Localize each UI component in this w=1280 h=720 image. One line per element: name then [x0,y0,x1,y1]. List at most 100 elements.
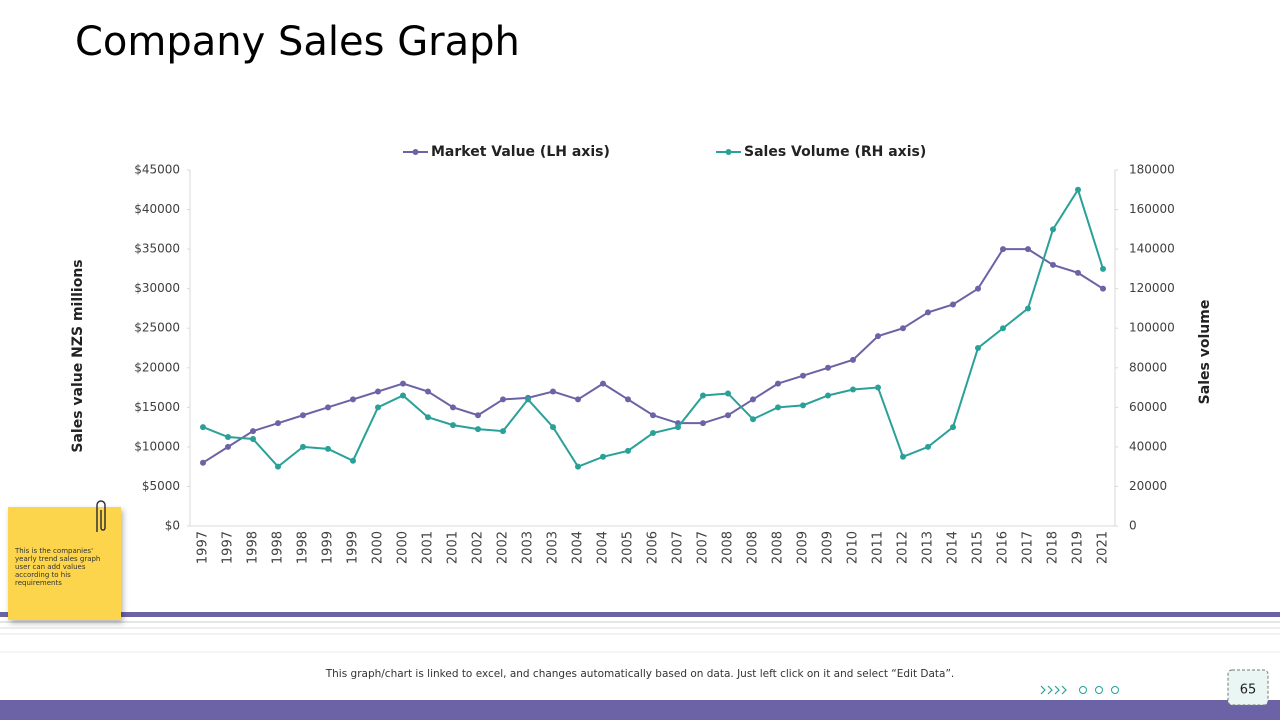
data-point [575,396,581,403]
data-point [725,412,731,419]
y-tick-label: $15000 [134,400,180,414]
data-point [1050,261,1056,268]
y2-tick-label: 140000 [1129,242,1175,256]
y-tick-label: $45000 [134,163,180,177]
x-tick-label: 1999 [346,531,361,564]
dot [1079,686,1087,694]
x-tick-label: 2004 [596,531,611,564]
y2-tick-label: 180000 [1129,163,1175,177]
x-tick-label: 2007 [671,531,686,564]
sticky-note [8,507,121,620]
data-point [225,434,231,440]
x-tick-label: 2011 [871,531,886,564]
data-point [400,380,406,387]
note-box: This is the companies' yearly trend sale… [15,547,100,587]
data-point [600,380,606,387]
x-tick-label: 2013 [921,531,936,564]
data-point [950,301,956,308]
y2-tick-label: 0 [1129,519,1137,533]
chevrons [1040,685,1067,695]
data-point [250,428,256,435]
data-point [1000,325,1006,332]
x-tick-label: 2010 [846,531,861,564]
data-point [475,426,481,433]
data-point [700,392,706,399]
y2-tick-label: 40000 [1129,439,1167,453]
y-tick-label: $25000 [134,321,180,335]
data-point [1050,226,1056,233]
slide-title: Company Sales Graph [75,19,520,65]
x-tick-label: 1997 [196,531,211,564]
data-point [650,412,656,419]
data-point [275,420,281,427]
data-point [900,453,906,460]
x-tick-label: 2004 [571,531,586,564]
x-tick-label: 2017 [1021,531,1036,564]
data-point [1075,269,1081,276]
data-point [725,390,731,397]
dot [1111,686,1119,694]
x-tick-label: 1999 [321,531,336,564]
data-point [775,404,781,411]
data-point [400,392,406,399]
y-axis-label: Sales value NZS millions [70,259,86,452]
paper-clip [96,500,106,532]
x-tick-label: 2018 [1046,531,1061,564]
x-tick-label: 2007 [696,531,711,564]
data-point [500,396,506,403]
series-line [202,187,1104,469]
y-tick-label: $35000 [134,242,180,256]
data-point [975,285,981,292]
data-point [675,424,681,431]
x-tick-label: 2021 [1096,531,1111,564]
x-tick-label: 2002 [471,531,486,564]
data-point [300,412,306,419]
footer-text: This graph/chart is linked to excel, and… [325,668,955,680]
x-tick-label: 2002 [496,531,511,564]
y-tick-label: $20000 [134,360,180,374]
page-number-box [1227,669,1269,706]
data-point [825,364,831,371]
y-tick-label: $0 [165,519,180,533]
y2-tick-label: 160000 [1129,202,1175,216]
x-tick-label: 2012 [896,531,911,564]
y-tick-label: $40000 [134,202,180,216]
data-point [1025,305,1031,312]
data-point [500,428,506,435]
data-point [900,325,906,332]
data-point [975,345,981,351]
data-point [300,443,306,450]
x-tick-label: 2006 [646,531,661,564]
data-point [800,402,806,409]
x-tick-label: 2005 [621,531,636,564]
data-point [1075,186,1081,193]
data-point [625,447,631,454]
data-point [825,392,831,399]
data-point [325,445,331,452]
data-point [200,424,206,431]
data-point [450,422,456,429]
data-point [225,443,231,450]
x-tick-label: 1998 [246,531,261,564]
data-point [350,457,356,464]
divider [0,612,1280,617]
x-tick-label: 2001 [446,531,461,564]
data-point [950,424,956,431]
x-tick-label: 2015 [971,531,986,564]
dot [1095,686,1103,694]
x-tick-label: 2003 [521,531,536,564]
data-point [925,443,931,450]
data-point [925,309,931,316]
x-tick-label: 1998 [296,531,311,564]
data-point [350,396,356,403]
y2-tick-label: 60000 [1129,400,1167,414]
y2-tick-label: 120000 [1129,281,1175,295]
y-tick-label: $5000 [142,479,180,493]
x-tick-label: 2003 [546,531,561,564]
y2-tick-label: 80000 [1129,360,1167,374]
data-point [325,404,331,411]
data-point [475,412,481,419]
x-tick-label: 2000 [396,531,411,564]
data-point [525,396,531,403]
